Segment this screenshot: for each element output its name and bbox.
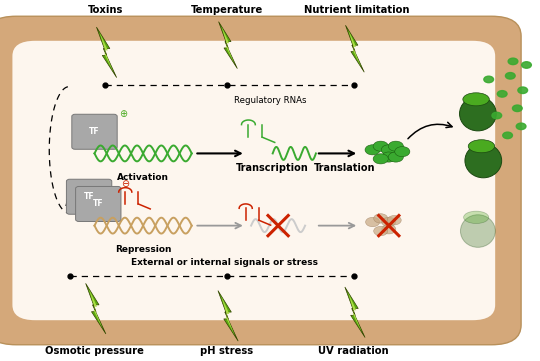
Polygon shape — [218, 291, 238, 341]
Circle shape — [381, 152, 396, 162]
Ellipse shape — [463, 93, 489, 106]
Polygon shape — [219, 22, 238, 69]
FancyBboxPatch shape — [72, 114, 117, 149]
Ellipse shape — [468, 140, 495, 153]
Text: TF: TF — [89, 127, 100, 136]
Text: Repression: Repression — [115, 245, 171, 255]
Circle shape — [373, 154, 388, 164]
FancyBboxPatch shape — [0, 16, 521, 345]
Ellipse shape — [464, 211, 489, 223]
Circle shape — [492, 112, 502, 119]
Polygon shape — [221, 27, 234, 63]
Circle shape — [381, 145, 396, 155]
Ellipse shape — [460, 96, 496, 131]
Circle shape — [373, 141, 388, 151]
Text: Activation: Activation — [117, 173, 169, 182]
Circle shape — [508, 58, 518, 65]
Text: Osmotic pressure: Osmotic pressure — [45, 345, 144, 356]
FancyBboxPatch shape — [12, 41, 495, 320]
Circle shape — [388, 141, 403, 151]
Polygon shape — [97, 27, 117, 78]
Circle shape — [522, 62, 531, 68]
Circle shape — [503, 132, 512, 139]
Circle shape — [497, 91, 507, 97]
Circle shape — [374, 226, 388, 236]
Ellipse shape — [465, 143, 502, 178]
Text: External or internal signals or stress: External or internal signals or stress — [131, 258, 318, 267]
Text: pH stress: pH stress — [200, 345, 253, 356]
Text: ⊖: ⊖ — [121, 179, 130, 189]
Circle shape — [374, 214, 388, 223]
Circle shape — [512, 105, 522, 112]
Circle shape — [395, 147, 410, 157]
Ellipse shape — [461, 215, 495, 247]
Circle shape — [382, 217, 396, 227]
Circle shape — [365, 145, 380, 155]
Text: Regulatory RNAs: Regulatory RNAs — [234, 96, 306, 105]
Circle shape — [518, 87, 528, 93]
Polygon shape — [346, 25, 365, 72]
Circle shape — [366, 217, 380, 227]
Polygon shape — [348, 292, 361, 331]
Polygon shape — [221, 296, 234, 335]
Circle shape — [516, 123, 526, 130]
Circle shape — [382, 225, 396, 234]
Text: Nutrient limitation: Nutrient limitation — [303, 5, 409, 16]
FancyBboxPatch shape — [76, 186, 121, 221]
FancyBboxPatch shape — [66, 179, 112, 214]
Circle shape — [387, 216, 401, 225]
Polygon shape — [89, 289, 102, 328]
Text: Toxins: Toxins — [87, 5, 123, 16]
Text: TF: TF — [93, 200, 104, 208]
Polygon shape — [86, 283, 106, 334]
Text: Transcription: Transcription — [237, 163, 309, 173]
Polygon shape — [100, 32, 113, 71]
Text: TF: TF — [84, 192, 94, 201]
Text: Translation: Translation — [314, 163, 375, 173]
Circle shape — [388, 152, 403, 162]
Text: ⊕: ⊕ — [119, 109, 127, 119]
Circle shape — [505, 73, 515, 79]
Polygon shape — [348, 30, 361, 66]
Circle shape — [484, 76, 494, 83]
Text: Temperature: Temperature — [191, 5, 263, 16]
Polygon shape — [345, 287, 365, 338]
Text: UV radiation: UV radiation — [319, 345, 389, 356]
